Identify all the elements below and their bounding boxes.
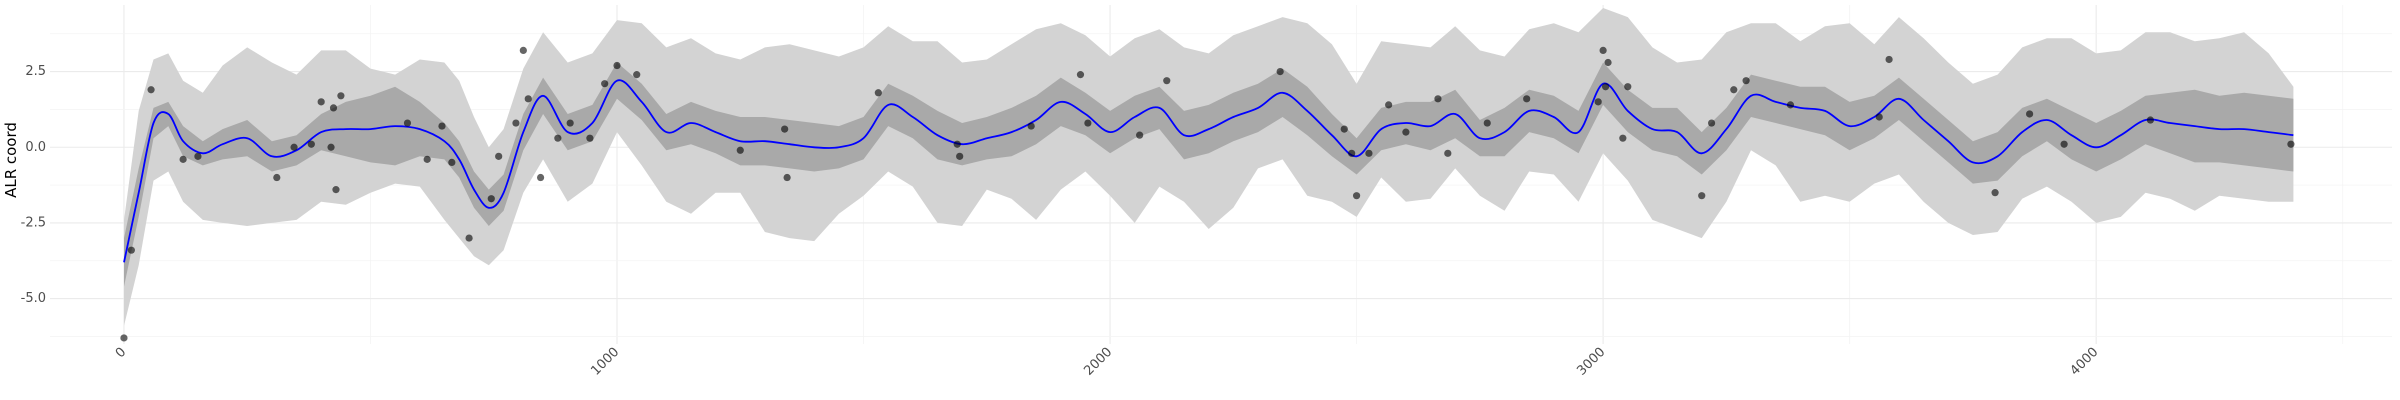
data-point <box>512 119 520 127</box>
data-point <box>586 134 594 142</box>
data-point <box>781 125 789 133</box>
data-point <box>536 173 545 182</box>
data-point <box>1875 113 1883 121</box>
data-point <box>327 143 335 151</box>
data-point <box>465 234 473 242</box>
data-point <box>2146 116 2155 124</box>
data-point <box>1084 119 1092 127</box>
data-point <box>1707 119 1716 127</box>
data-point <box>147 86 155 94</box>
data-point <box>337 92 345 100</box>
data-point <box>1624 83 1632 91</box>
data-point <box>519 46 527 55</box>
data-point <box>127 246 135 254</box>
x-tick-label: 3000 <box>1574 345 1608 379</box>
data-point <box>307 140 315 148</box>
data-point <box>1885 55 1893 64</box>
data-point <box>736 146 744 154</box>
data-point <box>1599 46 1607 55</box>
data-point <box>290 143 298 151</box>
data-point <box>1786 101 1795 109</box>
data-point <box>1483 119 1491 127</box>
data-point <box>1385 101 1393 109</box>
y-axis-title: ALR coord <box>2 122 20 198</box>
fitted-mean-line <box>123 79 2294 263</box>
data-point <box>874 89 882 97</box>
data-point <box>2026 110 2034 118</box>
data-point <box>566 119 574 127</box>
data-point <box>633 71 641 79</box>
data-point <box>2287 140 2295 148</box>
data-point <box>332 186 340 194</box>
data-point <box>487 195 495 203</box>
y-tick-label: 2.5 <box>25 64 46 79</box>
data-point <box>613 61 621 70</box>
data-point <box>953 140 961 148</box>
data-point <box>601 80 609 88</box>
data-point <box>495 152 503 160</box>
data-point <box>1348 149 1356 157</box>
data-point <box>1434 95 1442 103</box>
fitted-line <box>123 79 2294 263</box>
data-point <box>1742 77 1750 85</box>
data-point <box>1991 189 1999 197</box>
data-point <box>403 119 412 127</box>
data-point <box>448 158 456 166</box>
data-point <box>956 152 964 160</box>
data-point <box>317 98 325 106</box>
x-tick-label: 2000 <box>1081 345 1115 379</box>
data-point <box>554 134 562 142</box>
data-point <box>1594 98 1602 106</box>
x-tick-label: 4000 <box>2067 345 2101 379</box>
data-point <box>1076 71 1085 79</box>
observation-points <box>120 46 2295 342</box>
data-point <box>1402 128 1410 136</box>
data-point <box>329 104 338 112</box>
x-tick-label: 1000 <box>588 345 622 379</box>
data-point <box>1604 58 1612 67</box>
data-point <box>1163 77 1171 85</box>
data-point <box>524 95 532 103</box>
data-point <box>1136 131 1144 139</box>
data-point <box>1444 149 1452 157</box>
data-point <box>194 152 202 160</box>
data-point <box>1730 86 1738 94</box>
data-point <box>438 122 446 130</box>
data-point <box>1365 149 1373 157</box>
data-point <box>120 334 128 342</box>
data-point <box>1698 192 1706 200</box>
data-point <box>1619 134 1627 142</box>
data-point <box>783 173 791 182</box>
interval-bands <box>124 8 2294 326</box>
data-point <box>423 155 431 163</box>
y-tick-label: -5.0 <box>21 291 46 306</box>
x-tick-label: 0 <box>113 345 129 361</box>
y-tick-label: 0.0 <box>25 140 46 155</box>
data-point <box>1276 67 1284 76</box>
data-point <box>179 155 187 163</box>
data-point <box>1601 83 1610 91</box>
data-point <box>2060 140 2068 148</box>
data-point <box>1027 122 1035 130</box>
data-point <box>1340 125 1348 133</box>
data-point <box>1352 192 1361 200</box>
inner-interval-band <box>124 62 2294 287</box>
data-point <box>1523 95 1531 103</box>
data-point <box>273 173 281 182</box>
y-tick-label: -2.5 <box>21 215 46 230</box>
